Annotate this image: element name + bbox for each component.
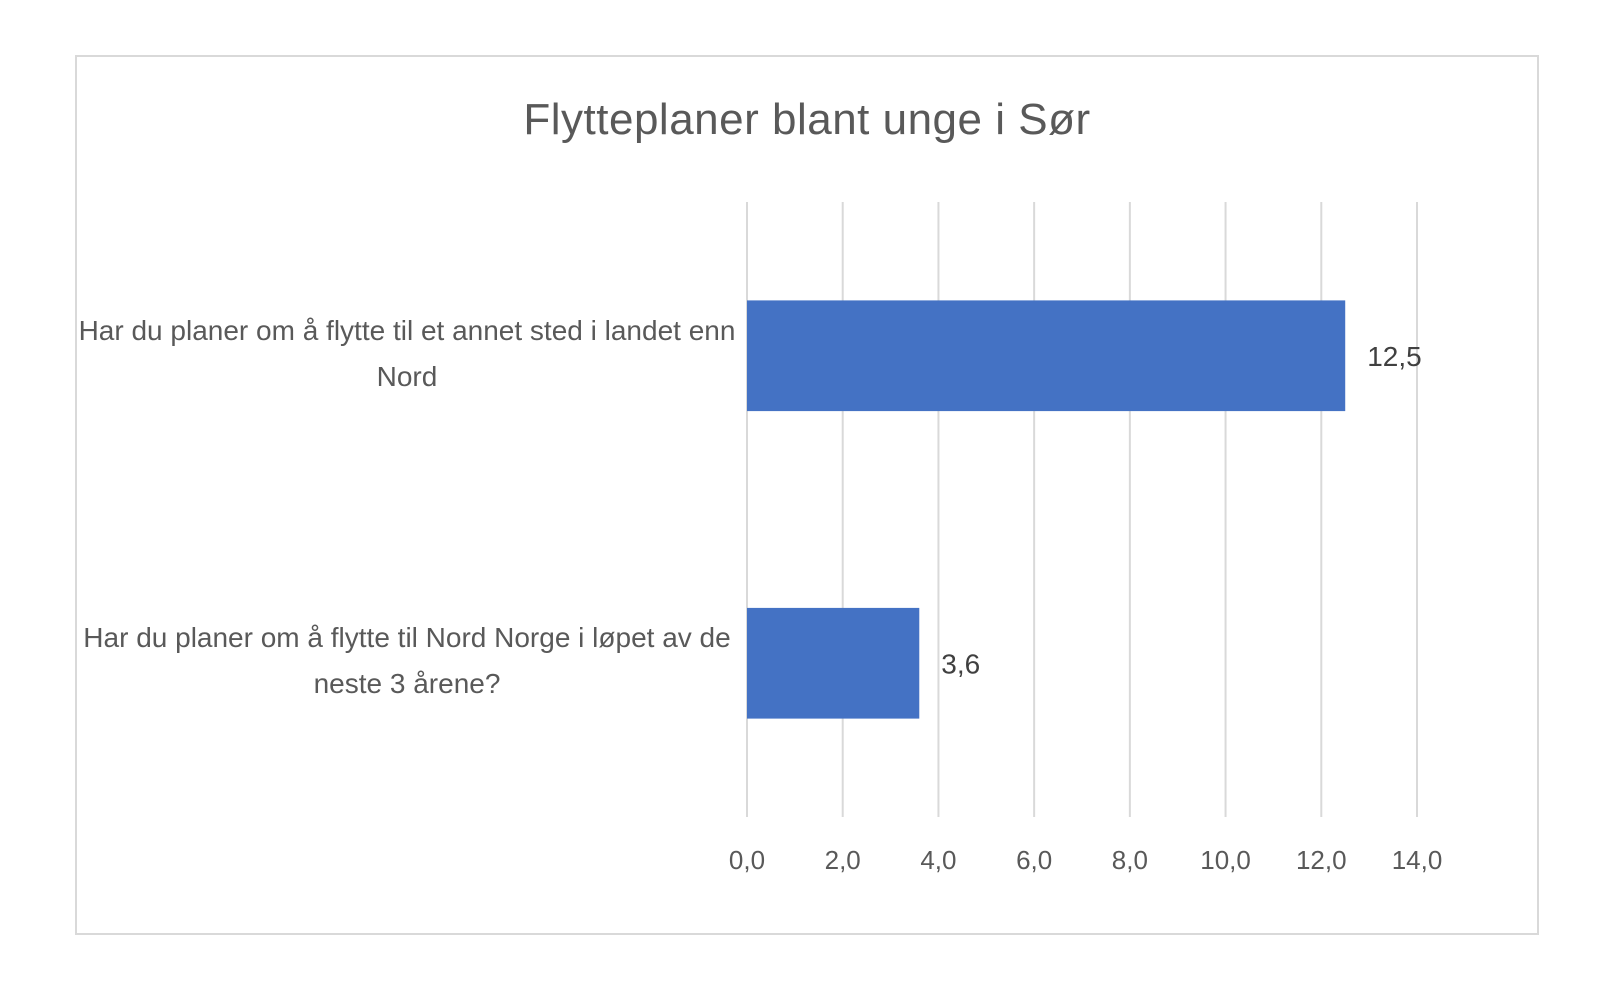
bar	[747, 607, 920, 719]
x-tick-label: 10,0	[1200, 845, 1251, 875]
x-tick-label: 0,0	[729, 845, 765, 875]
plot-area: 0,0 2,0 4,0 6,0 8,0 10,0 12,0 14,0 12,5 3,6	[729, 202, 1443, 875]
x-tick-label: 6,0	[1016, 845, 1052, 875]
x-tick-label: 8,0	[1112, 845, 1148, 875]
data-label: 12,5	[1367, 341, 1422, 372]
chart-title: Flytteplaner blant unge i Sør	[523, 95, 1091, 144]
category-label: Har du planer om å flytte til et annet s…	[78, 314, 736, 392]
x-tick-label: 4,0	[920, 845, 956, 875]
x-tick-label: 2,0	[825, 845, 861, 875]
x-tick-label: 14,0	[1392, 845, 1443, 875]
category-label: Har du planer om å flytte til Nord Norge…	[83, 622, 731, 700]
x-tick-label: 12,0	[1296, 845, 1347, 875]
chart-frame: Flytteplaner blant unge i Sør 0,0 2,0 4,0 6…	[75, 55, 1539, 935]
data-label: 3,6	[941, 648, 980, 679]
bar	[747, 300, 1346, 412]
